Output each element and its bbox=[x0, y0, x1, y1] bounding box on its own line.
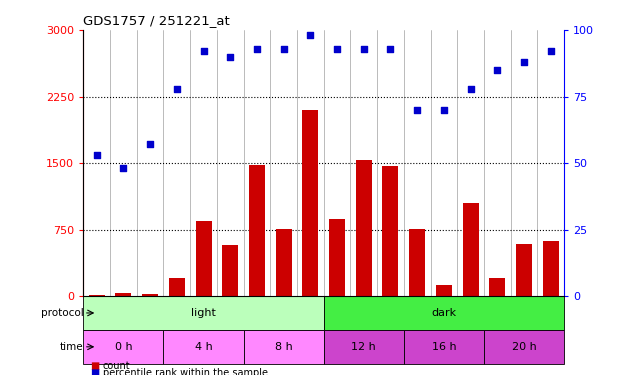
Text: count: count bbox=[103, 361, 130, 370]
Point bbox=[92, 152, 102, 158]
Text: GSM77064: GSM77064 bbox=[333, 299, 342, 348]
Text: GSM77066: GSM77066 bbox=[386, 299, 395, 348]
Point bbox=[519, 59, 529, 65]
Bar bbox=[244, 330, 324, 364]
Bar bbox=[249, 165, 265, 296]
Text: GSM77058: GSM77058 bbox=[172, 299, 181, 348]
Text: dark: dark bbox=[431, 308, 456, 318]
Point bbox=[465, 86, 476, 92]
Bar bbox=[222, 244, 238, 296]
Bar bbox=[83, 330, 163, 364]
Text: ■: ■ bbox=[90, 368, 99, 375]
Bar bbox=[356, 160, 372, 296]
Text: 4 h: 4 h bbox=[195, 342, 212, 352]
Text: GSM77070: GSM77070 bbox=[493, 299, 502, 348]
Bar bbox=[115, 293, 131, 296]
Text: GSM77060: GSM77060 bbox=[226, 299, 235, 348]
Point bbox=[385, 46, 395, 52]
Text: GSM77065: GSM77065 bbox=[359, 299, 369, 348]
Bar bbox=[324, 330, 404, 364]
Text: GSM77068: GSM77068 bbox=[439, 299, 449, 348]
Bar bbox=[83, 296, 324, 330]
Point bbox=[119, 165, 129, 171]
Text: 16 h: 16 h bbox=[431, 342, 456, 352]
Bar bbox=[303, 110, 319, 296]
Point bbox=[225, 54, 235, 60]
Bar bbox=[516, 244, 532, 296]
Point bbox=[332, 46, 342, 52]
Bar bbox=[489, 278, 505, 296]
Point bbox=[199, 48, 209, 54]
Text: time: time bbox=[60, 342, 83, 352]
Text: GSM77057: GSM77057 bbox=[146, 299, 154, 348]
Text: ■: ■ bbox=[90, 361, 99, 370]
Text: GSM77055: GSM77055 bbox=[92, 299, 101, 348]
Bar bbox=[88, 295, 104, 296]
Text: GSM77067: GSM77067 bbox=[413, 299, 422, 348]
Bar bbox=[142, 294, 158, 296]
Bar bbox=[276, 229, 292, 296]
Bar bbox=[404, 330, 484, 364]
Point bbox=[279, 46, 289, 52]
Text: 8 h: 8 h bbox=[275, 342, 292, 352]
Point bbox=[439, 107, 449, 113]
Bar bbox=[196, 220, 212, 296]
Point bbox=[492, 67, 503, 73]
Text: GSM77062: GSM77062 bbox=[279, 299, 288, 348]
Bar bbox=[169, 278, 185, 296]
Bar bbox=[409, 229, 425, 296]
Text: percentile rank within the sample: percentile rank within the sample bbox=[103, 368, 267, 375]
Bar bbox=[324, 296, 564, 330]
Bar bbox=[163, 330, 244, 364]
Text: 20 h: 20 h bbox=[512, 342, 537, 352]
Point bbox=[412, 107, 422, 113]
Text: GSM77069: GSM77069 bbox=[466, 299, 475, 348]
Bar bbox=[543, 241, 559, 296]
Text: GSM77071: GSM77071 bbox=[519, 299, 529, 348]
Text: GDS1757 / 251221_at: GDS1757 / 251221_at bbox=[83, 15, 230, 27]
Text: 0 h: 0 h bbox=[115, 342, 132, 352]
Text: GSM77059: GSM77059 bbox=[199, 299, 208, 348]
Bar bbox=[436, 285, 452, 296]
Point bbox=[145, 141, 155, 147]
Text: protocol: protocol bbox=[40, 308, 83, 318]
Text: GSM77056: GSM77056 bbox=[119, 299, 128, 348]
Point bbox=[359, 46, 369, 52]
Point bbox=[305, 32, 315, 38]
Bar bbox=[463, 203, 479, 296]
Text: GSM77061: GSM77061 bbox=[253, 299, 262, 348]
Text: light: light bbox=[191, 308, 216, 318]
Text: GSM77072: GSM77072 bbox=[546, 299, 555, 348]
Bar bbox=[484, 330, 564, 364]
Bar bbox=[383, 166, 399, 296]
Bar bbox=[329, 219, 345, 296]
Text: GSM77063: GSM77063 bbox=[306, 299, 315, 348]
Point bbox=[252, 46, 262, 52]
Text: 12 h: 12 h bbox=[351, 342, 376, 352]
Point bbox=[172, 86, 182, 92]
Point bbox=[545, 48, 556, 54]
